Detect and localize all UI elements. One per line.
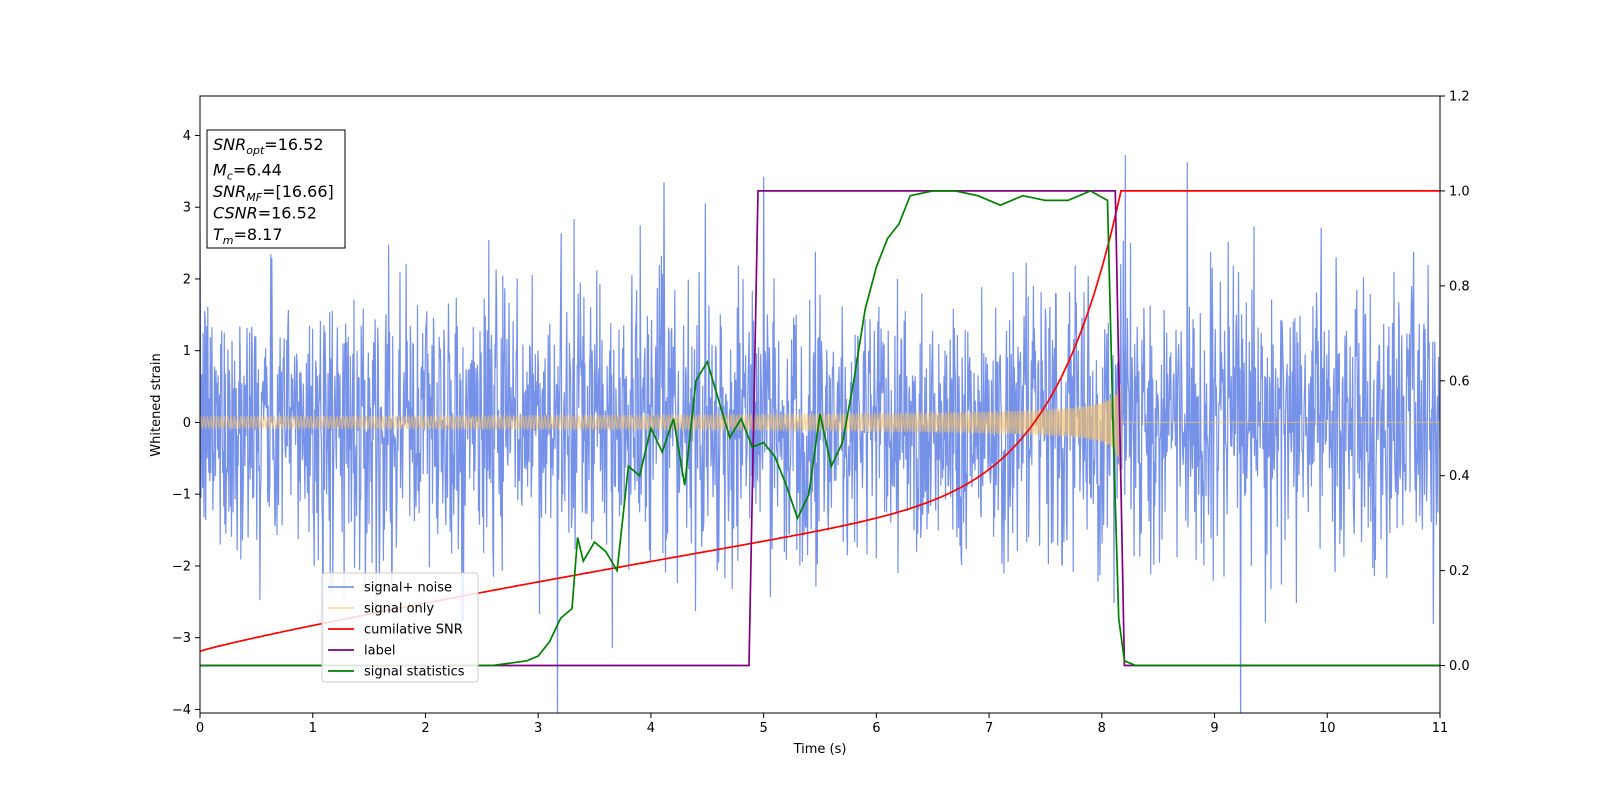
legend-label: signal statistics: [364, 665, 465, 680]
x-tick-label: 2: [421, 721, 429, 736]
y-left-tick-label: −4: [172, 703, 191, 718]
legend-item: label: [328, 644, 395, 659]
plot-frame: [199, 95, 1441, 714]
y-right-tick-label: 0.2: [1449, 564, 1470, 579]
x-tick-label: 0: [196, 721, 204, 736]
legend-item: cumilative SNR: [328, 623, 463, 638]
x-tick-label: 11: [1432, 721, 1449, 736]
annotation-line: Tm=8.17: [213, 225, 283, 247]
y-left-tick-label: −2: [172, 559, 191, 574]
right-y-axis: 0.0 0.2 0.4 0.6 0.8 1.0 1.2: [1440, 90, 1470, 674]
annotation-line: SNRopt=16.52: [213, 135, 324, 157]
x-tick-label: 8: [1098, 721, 1106, 736]
signal-statistics-line: [200, 189, 1440, 667]
y-right-tick-label: 0.4: [1449, 469, 1470, 484]
y-right-tick-label: 0.8: [1449, 279, 1470, 294]
legend-item: signal statistics: [328, 665, 465, 680]
legend-label: signal only: [364, 602, 434, 617]
legend-item: signal only: [328, 602, 434, 617]
x-tick-label: 4: [647, 721, 655, 736]
y-left-tick-label: 0: [183, 416, 191, 431]
x-tick-label: 5: [759, 721, 767, 736]
x-axis: 0 1 2 3 4 5 6 7 8 9 10 11: [196, 713, 1448, 736]
x-tick-label: 6: [872, 721, 880, 736]
y-right-tick-label: 1.0: [1449, 184, 1470, 199]
left-y-axis: −4 −3 −2 −1 0 1 2 3 4: [172, 129, 200, 718]
legend-item: signal+ noise: [328, 581, 452, 596]
y-right-tick-label: 1.2: [1449, 90, 1470, 105]
legend-label: signal+ noise: [364, 581, 452, 596]
y-left-tick-label: 3: [183, 201, 191, 216]
y-left-tick-label: 2: [183, 272, 191, 287]
y-left-tick-label: 4: [183, 129, 191, 144]
x-tick-label: 9: [1210, 721, 1218, 736]
metrics-annotation-box: SNRopt=16.52 Mc=6.44SNRMF=[16.66]CSNR=16.…: [206, 129, 346, 249]
annotation-line: CSNR=16.52: [213, 204, 317, 223]
y-left-tick-label: 1: [183, 344, 191, 359]
x-tick-label: 1: [309, 721, 317, 736]
signal-noise-line: [200, 155, 1440, 713]
y-right-tick-label: 0.0: [1449, 659, 1470, 674]
y-left-tick-label: −3: [172, 631, 191, 646]
annotation-line: Mc=6.44: [213, 161, 282, 183]
x-tick-label: 7: [985, 721, 993, 736]
y-right-tick-label: 0.6: [1449, 374, 1470, 389]
annotation-line: SNRMF=[16.66]: [213, 182, 334, 204]
x-tick-label: 3: [534, 721, 542, 736]
legend-label: label: [364, 644, 395, 659]
y-left-tick-label: −1: [172, 488, 191, 503]
y-axis-label: Whitened strain: [149, 353, 164, 456]
x-axis-label: Time (s): [793, 742, 847, 757]
legend: signal+ noise signal only cumilative SNR la…: [321, 572, 479, 683]
signal-only-line: [200, 381, 1440, 472]
legend-label: cumilative SNR: [364, 623, 463, 638]
x-tick-label: 10: [1319, 721, 1336, 736]
